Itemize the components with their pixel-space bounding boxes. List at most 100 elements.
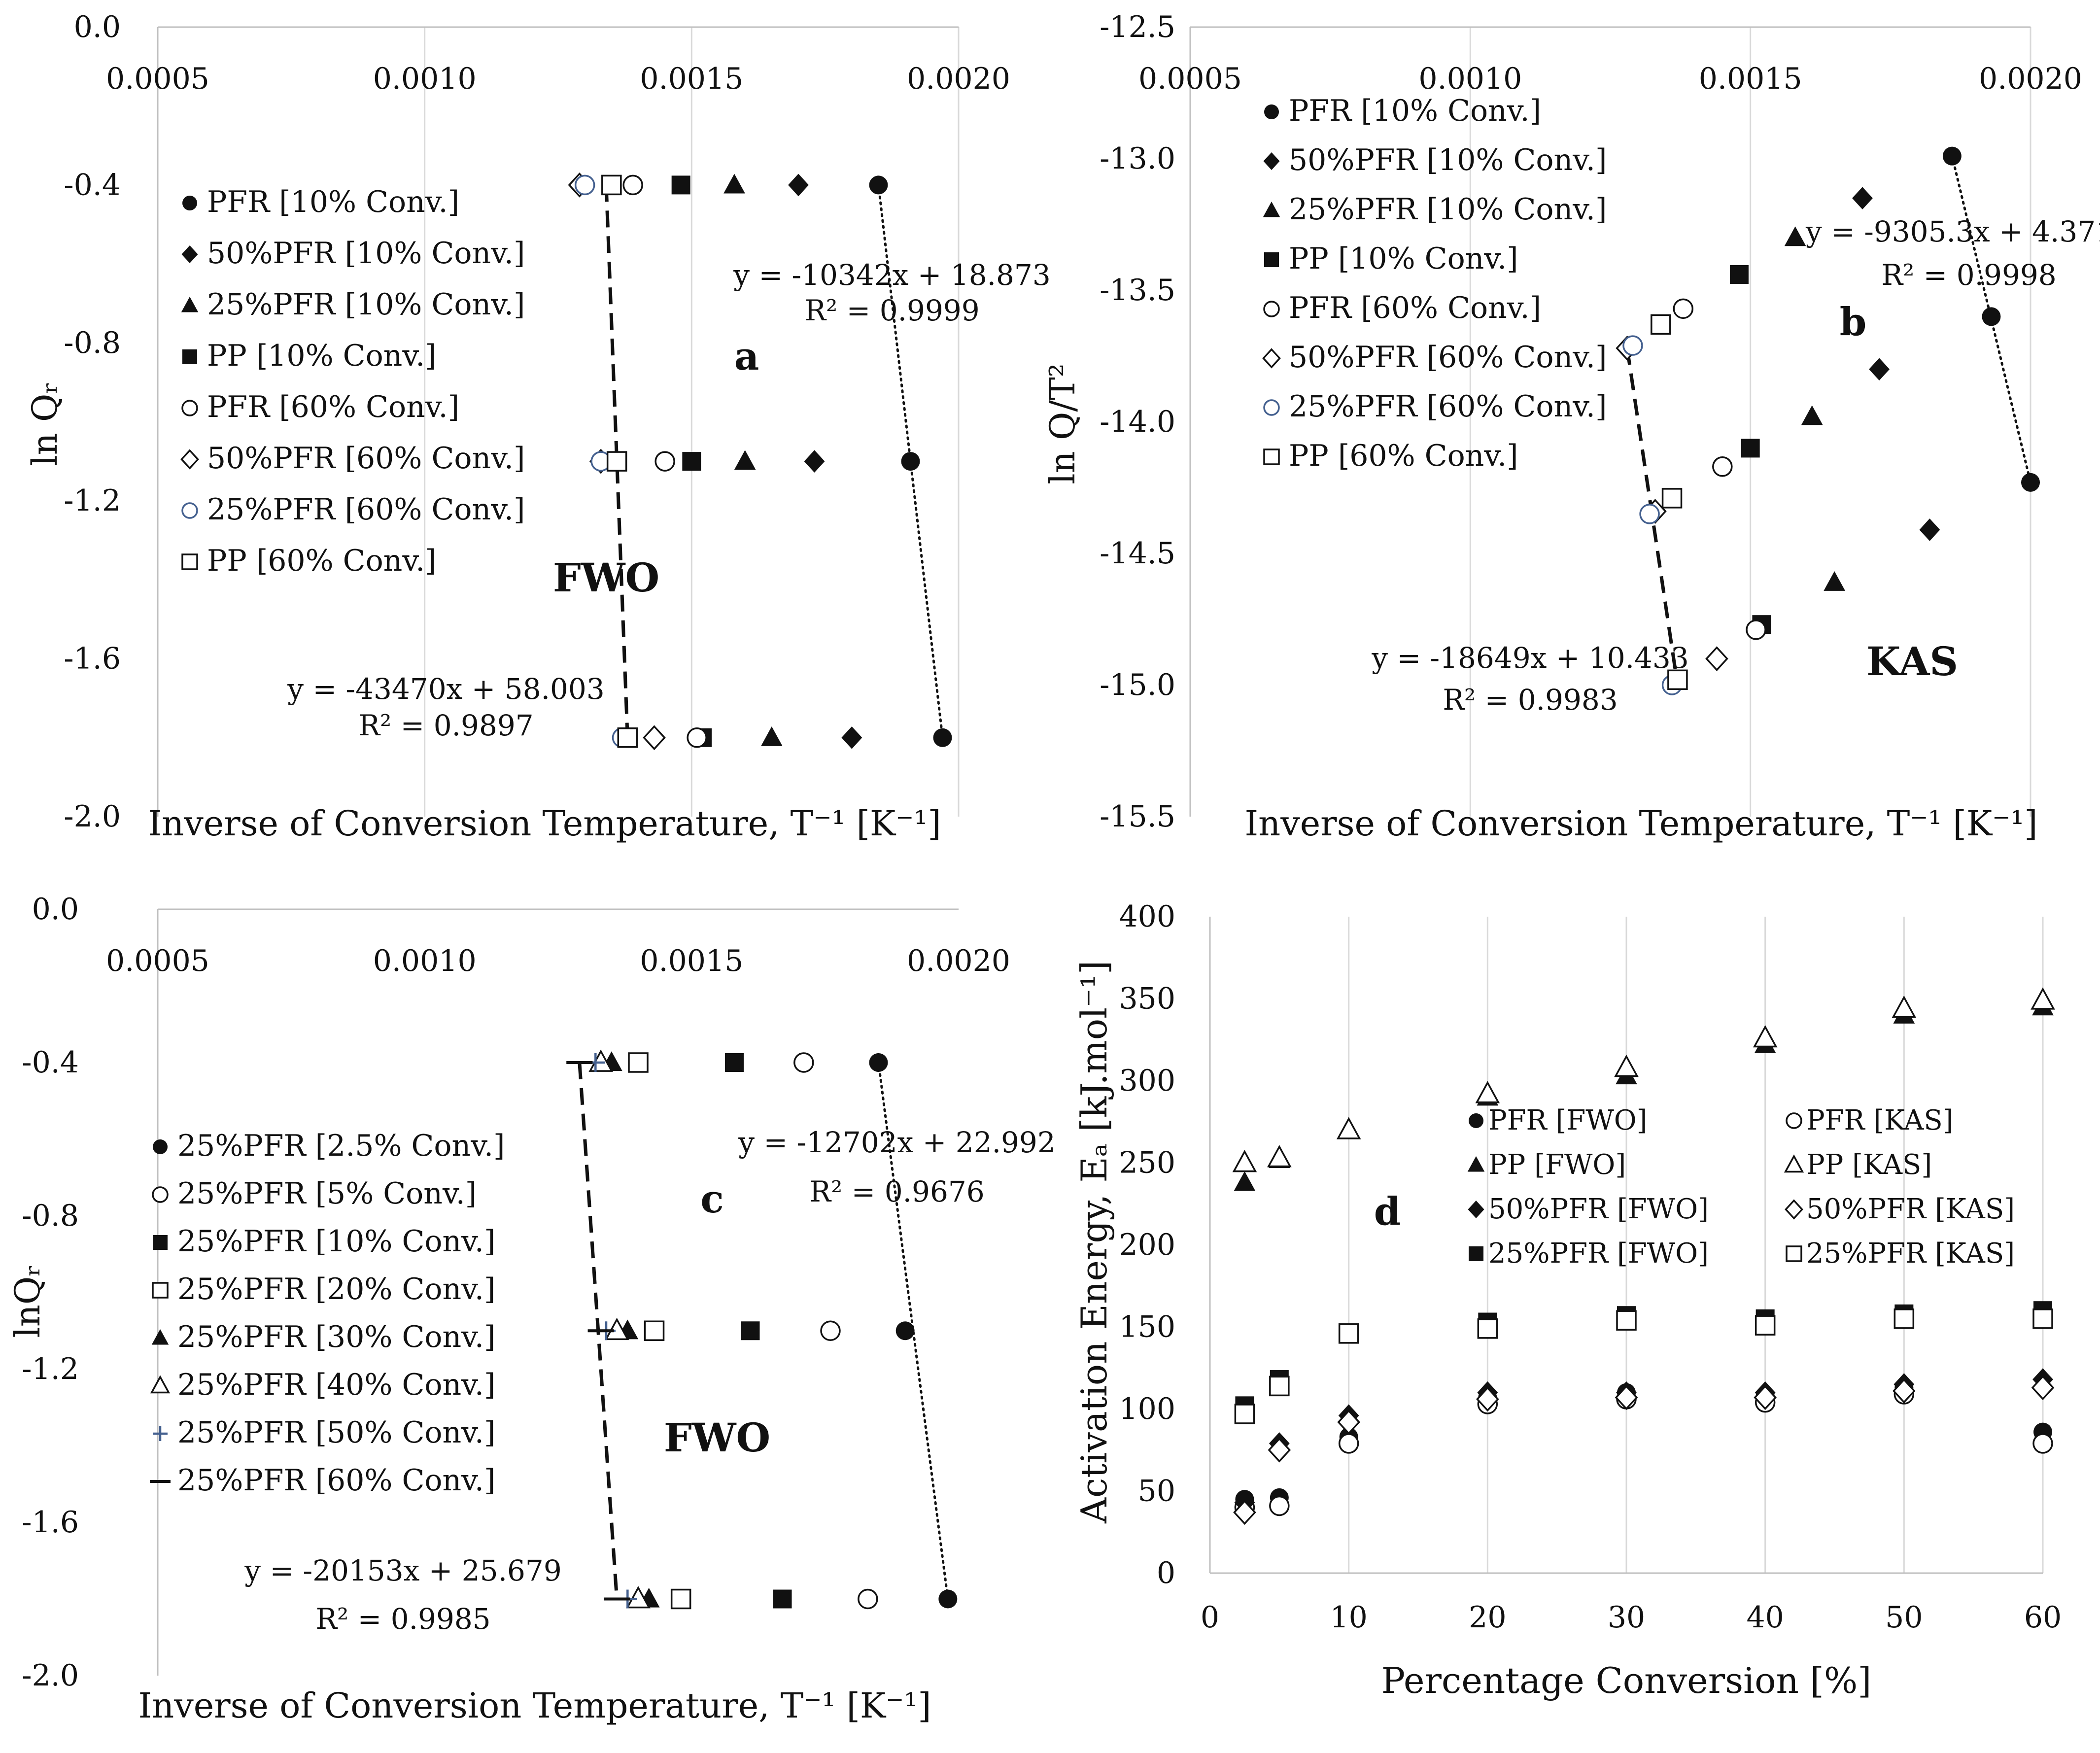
data-point — [1477, 1318, 1498, 1339]
legend-label: 25%PFR [60% Conv.] — [207, 492, 525, 527]
legend-label: 50%PFR [60% Conv.] — [1289, 340, 1607, 375]
data-point — [1673, 298, 1694, 319]
panel-letter: a — [734, 334, 759, 379]
legend-label: PP [10% Conv.] — [207, 339, 437, 373]
y-tick-label: -15.0 — [1100, 668, 1175, 702]
data-point — [938, 1589, 958, 1609]
data-point — [869, 175, 888, 195]
trendline-equation: y = -20153x + 25.679 — [244, 1554, 561, 1587]
data-point — [933, 728, 952, 747]
y-tick-label: -13.0 — [1100, 141, 1175, 176]
data-point — [1639, 504, 1660, 524]
x-tick-label: 0.0010 — [373, 944, 477, 978]
legend-marker — [1262, 348, 1281, 369]
legend-label: PP [60% Conv.] — [1289, 439, 1518, 473]
data-point — [869, 1053, 888, 1072]
data-point — [682, 452, 701, 471]
y-tick-label: -2.0 — [64, 799, 121, 834]
x-tick-label: 0.0005 — [1138, 62, 1242, 96]
legend-label: 25%PFR [60% Conv.] — [177, 1463, 495, 1498]
data-point — [654, 451, 675, 472]
data-point — [1476, 1386, 1499, 1412]
legend-label: PFR [FWO] — [1488, 1104, 1648, 1136]
x-tick-label: 50 — [1885, 1600, 1923, 1635]
legend-marker — [151, 1329, 169, 1345]
legend-label: PFR [KAS] — [1806, 1104, 1954, 1136]
data-point — [895, 1321, 915, 1341]
legend-label: PP [KAS] — [1806, 1149, 1932, 1181]
data-point — [606, 451, 627, 472]
legend-label: PFR [60% Conv.] — [1289, 291, 1541, 325]
x-tick-label: 0.0010 — [1418, 62, 1522, 96]
y-tick-label: -14.0 — [1100, 405, 1175, 439]
legend-label: 50%PFR [FWO] — [1488, 1193, 1709, 1225]
data-point — [723, 173, 745, 194]
legend-marker — [1784, 1154, 1804, 1173]
data-point — [1942, 146, 1962, 166]
legend-label: 25%PFR [40% Conv.] — [177, 1368, 495, 1402]
legend-marker — [1263, 152, 1280, 170]
legend-marker — [181, 502, 198, 519]
x-tick-label: 0 — [1201, 1600, 1219, 1635]
x-tick-label: 0.0020 — [907, 944, 1010, 978]
x-axis-title: Inverse of Conversion Temperature, T⁻¹ [… — [1244, 803, 2037, 844]
data-point — [1784, 226, 1806, 246]
data-point — [773, 1589, 792, 1609]
legend-marker — [1264, 252, 1279, 267]
panel-letter: d — [1374, 1189, 1401, 1234]
data-point — [643, 725, 666, 751]
x-tick-label: 0.0010 — [373, 62, 477, 96]
data-point — [622, 174, 643, 196]
panel-d: 0 10 20 30 40 50 60 0 50 100 150 200 250 300 350 400 Per… — [1073, 899, 2062, 1701]
legend-label: 25%PFR [20% Conv.] — [177, 1272, 495, 1306]
y-tick-label: 50 — [1138, 1474, 1175, 1509]
y-tick-label: -0.8 — [22, 1199, 79, 1233]
data-point — [1753, 1025, 1778, 1048]
legend-marker — [1264, 104, 1279, 119]
r-squared-label: R² = 0.9676 — [809, 1175, 984, 1208]
data-point — [1336, 1117, 1361, 1139]
legend-label: 25%PFR [60% Conv.] — [1289, 389, 1607, 424]
legend-marker — [180, 449, 199, 470]
legend-label: 25%PFR [10% Conv.] — [1289, 192, 1607, 227]
x-tick-label: 30 — [1608, 1600, 1645, 1635]
data-point — [1712, 456, 1733, 477]
y-tick-label: -1.2 — [64, 483, 121, 518]
legend-label: PFR [10% Conv.] — [1289, 94, 1541, 128]
legend-marker — [153, 1426, 168, 1441]
r-squared-label: R² = 0.9897 — [358, 709, 533, 742]
data-point — [2021, 473, 2040, 492]
data-point — [1746, 619, 1766, 640]
data-point — [670, 1588, 691, 1610]
legend-label: 25%PFR [30% Conv.] — [177, 1320, 495, 1354]
legend-marker — [152, 1282, 169, 1299]
y-tick-label: 0.0 — [74, 10, 121, 44]
data-point — [2031, 987, 2055, 1010]
data-point — [741, 1321, 760, 1341]
panel-b: 0.0005 0.0010 0.0015 0.0020 -12.5 -13.0 -13.5 -… — [1042, 10, 2100, 844]
y-tick-label: -12.5 — [1100, 10, 1175, 44]
y-tick-label: 200 — [1119, 1228, 1175, 1262]
legend-label: 50%PFR [10% Conv.] — [207, 236, 525, 271]
data-point — [1667, 669, 1688, 690]
r-squared-label: R² = 0.9985 — [315, 1602, 490, 1636]
data-point — [1919, 518, 1940, 541]
legend-label: 25%PFR [KAS] — [1806, 1237, 2015, 1270]
data-point — [1233, 1500, 1256, 1525]
data-point — [1741, 439, 1760, 458]
data-point — [734, 450, 756, 470]
data-point — [858, 1588, 878, 1610]
data-point — [1337, 1409, 1360, 1435]
x-axis-title: Inverse of Conversion Temperature, T⁻¹ [… — [138, 1685, 931, 1726]
method-label: FWO — [553, 554, 659, 601]
data-point — [788, 173, 809, 197]
y-axis-title: ln Qᵣ — [25, 381, 65, 466]
data-point — [1892, 996, 1917, 1018]
trendline-dotted — [877, 1061, 949, 1600]
legend-label: 50%PFR [60% Conv.] — [207, 441, 525, 476]
panel-letter: b — [1840, 300, 1867, 344]
data-point — [687, 727, 707, 748]
y-tick-label: 300 — [1119, 1064, 1175, 1098]
data-point — [1893, 1378, 1916, 1404]
